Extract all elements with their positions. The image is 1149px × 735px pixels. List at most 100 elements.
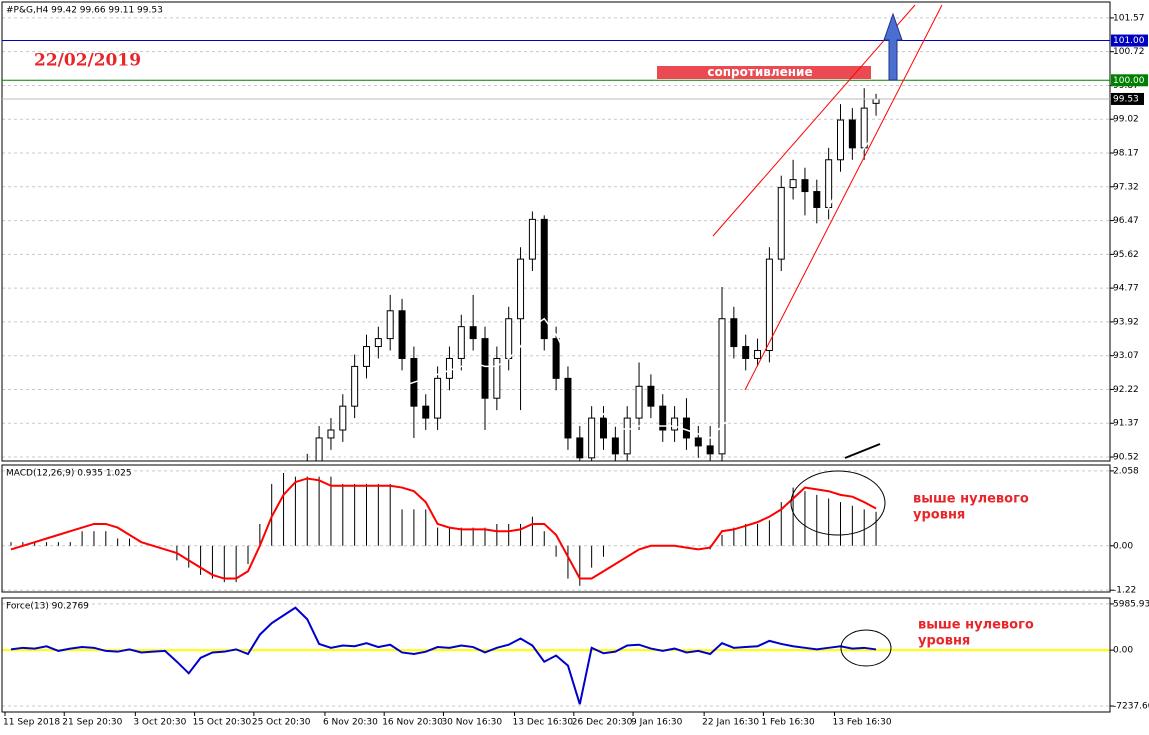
candle-body [671, 417, 679, 431]
candle-body [493, 357, 501, 399]
candle-body [422, 405, 430, 419]
candle-body [813, 191, 821, 208]
panel [2, 17, 1110, 461]
candle-body [540, 218, 548, 340]
panel-title: MACD(12,26,9) 0.935 1.025 [6, 469, 132, 479]
candle-body [351, 365, 359, 407]
force-line [10, 606, 877, 705]
annotation: выше нулевого [918, 618, 1034, 633]
candle-body [481, 338, 489, 399]
candle-body [623, 417, 631, 455]
x-tick-label: 13 Dec 16:30 [513, 718, 574, 728]
candle-body [505, 318, 513, 359]
candle-body [706, 445, 714, 455]
candle-body [564, 377, 572, 439]
candle-body [363, 346, 370, 367]
y-tick-label: 101.57 [1113, 13, 1145, 23]
y-tick-label: 96.47 [1113, 216, 1139, 226]
candle-body [386, 310, 394, 340]
x-tick-label: 1 Feb 16:30 [761, 718, 815, 728]
y-tick-label: 98.17 [1113, 149, 1139, 159]
y-tick-label: 100.72 [1113, 47, 1145, 57]
candle-body [659, 405, 667, 431]
candle-body [327, 429, 335, 439]
panel-title: Force(13) 90.2769 [6, 602, 89, 612]
moving-average [342, 131, 877, 461]
y-tick-label: 94.77 [1113, 284, 1139, 294]
x-tick-label: 25 Oct 20:30 [252, 718, 311, 728]
level-label: 100.00 [1113, 76, 1145, 86]
candle-body [825, 159, 833, 208]
x-tick-label: 3 Oct 20:30 [133, 718, 186, 728]
candle-body [445, 357, 453, 379]
highlight-ellipse [790, 470, 886, 536]
candle-body [374, 338, 382, 348]
panel [2, 470, 1110, 591]
x-tick-label: 26 Dec 20:30 [572, 718, 633, 728]
level-tag [1111, 74, 1148, 87]
trend-line [744, 4, 943, 391]
candle-body [837, 119, 844, 161]
y-tick-label: 90.52 [1113, 453, 1139, 463]
candle-body [552, 338, 560, 379]
arrow [883, 12, 903, 81]
candle-body [517, 258, 525, 320]
x-tick-label: 6 Nov 20:30 [323, 718, 378, 728]
candle-body [469, 326, 477, 340]
y-tick-label: 5985.937 [1113, 599, 1149, 609]
y-tick-label: 99.02 [1113, 115, 1139, 125]
drawings [712, 4, 943, 459]
candle-body [600, 417, 607, 439]
level-tag [1111, 34, 1148, 47]
candle-body [682, 417, 690, 439]
candle-body [742, 346, 750, 359]
candle-body [801, 179, 809, 193]
candle-body [694, 437, 702, 447]
panel-frame [1, 464, 1111, 593]
trend-line [844, 443, 881, 459]
candle-body [528, 218, 536, 260]
y-tick-label: 0.00 [1113, 646, 1133, 656]
candle-body [872, 98, 880, 104]
price-tag [1111, 92, 1144, 105]
candle-body [789, 179, 797, 189]
resistance-label: сопротивление [707, 65, 812, 79]
annotation: уровня [918, 634, 970, 649]
y-tick-label: 0.00 [1113, 541, 1133, 551]
candle-body [730, 318, 738, 348]
x-tick-label: 21 Sep 20:30 [62, 718, 122, 728]
candle-body [398, 310, 406, 359]
level-label: 101.00 [1113, 36, 1145, 46]
candle-body [635, 385, 643, 419]
y-tick-label: 92.22 [1113, 385, 1139, 395]
x-tick-label: 13 Feb 16:30 [833, 718, 892, 728]
y-tick-label: -7237.60 [1113, 702, 1149, 712]
panel-frame [1, 1, 1111, 462]
panel [2, 603, 1110, 707]
highlight-ellipse [840, 629, 892, 667]
candle-body [588, 417, 596, 459]
candle-body [611, 437, 619, 455]
candle-body [860, 107, 868, 149]
candle-body [718, 318, 726, 455]
y-tick-label: 2.058 [1113, 466, 1139, 476]
y-tick-label: 93.92 [1113, 317, 1139, 327]
price-label: 99.53 [1113, 94, 1139, 104]
candle-body [576, 437, 584, 459]
candle-body [848, 119, 856, 149]
trend-line [712, 4, 916, 237]
candle-body [754, 350, 762, 359]
panel-frame [1, 597, 1111, 713]
candle-body [777, 187, 785, 260]
panel-title: #P&G,H4 99.42 99.66 99.11 99.53 [6, 6, 163, 16]
candle-body [457, 326, 465, 359]
y-tick-label: 95.62 [1113, 250, 1139, 260]
x-tick-label: 22 Jan 16:30 [702, 718, 759, 728]
x-tick-label: 30 Nov 16:30 [441, 718, 502, 728]
candle-body [339, 405, 347, 431]
date-annotation: 22/02/2019 [34, 51, 141, 71]
x-tick-label: 11 Sep 2018 [3, 718, 60, 728]
y-tick-label: 91.37 [1113, 419, 1139, 429]
